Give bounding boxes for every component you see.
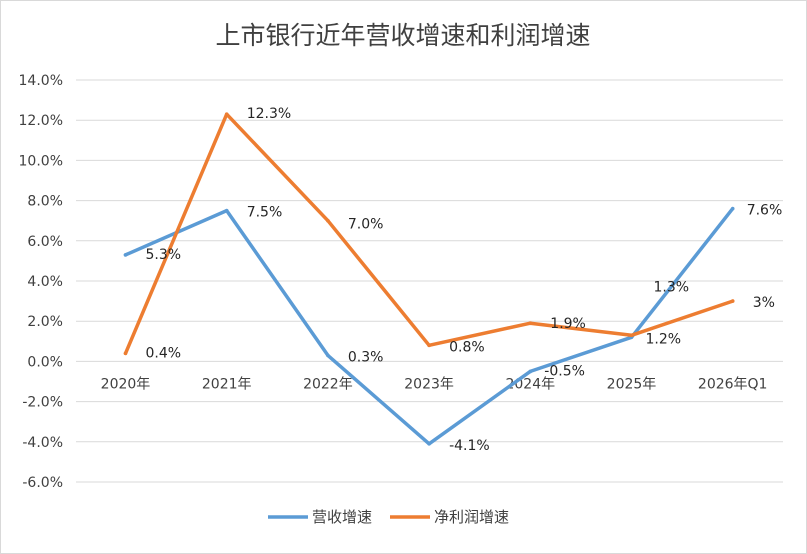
y-tick-label: -2.0% bbox=[22, 395, 63, 411]
data-point bbox=[224, 112, 229, 116]
data-label: 0.3% bbox=[348, 349, 384, 365]
data-label: 1.2% bbox=[646, 331, 682, 347]
y-tick-label: -6.0% bbox=[22, 475, 63, 491]
data-label: 1.9% bbox=[550, 316, 586, 332]
legend: 营收增速 净利润增速 bbox=[268, 508, 509, 526]
data-point bbox=[427, 442, 431, 446]
gridlines bbox=[76, 79, 783, 483]
data-point bbox=[123, 253, 128, 257]
data-label: 7.6% bbox=[747, 203, 783, 219]
y-tick-label: -4.0% bbox=[22, 435, 63, 451]
data-label: 0.4% bbox=[146, 345, 182, 361]
data-point bbox=[730, 206, 735, 211]
data-label: 12.3% bbox=[247, 106, 291, 122]
data-point bbox=[629, 333, 634, 338]
data-point bbox=[224, 208, 229, 213]
data-label: 0.8% bbox=[449, 339, 485, 355]
y-tick-label: 0.0% bbox=[27, 354, 63, 370]
data-point bbox=[528, 321, 533, 326]
x-tick-label: 2025年 bbox=[607, 376, 657, 392]
y-tick-label: 10.0% bbox=[19, 153, 63, 169]
y-tick-label: 14.0% bbox=[19, 73, 63, 89]
y-tick-label: 8.0% bbox=[27, 194, 63, 210]
data-point bbox=[730, 299, 735, 303]
x-tick-label: 2020年 bbox=[101, 376, 151, 392]
data-label: 5.3% bbox=[146, 247, 182, 263]
data-point bbox=[326, 218, 330, 223]
x-tick-label: 2021年 bbox=[202, 376, 252, 392]
y-tick-label: 2.0% bbox=[27, 314, 63, 330]
data-point bbox=[528, 369, 533, 374]
data-label: 7.5% bbox=[247, 205, 283, 221]
x-tick-label: 2023年 bbox=[404, 376, 454, 392]
legend-label: 净利润增速 bbox=[434, 508, 509, 526]
series-lines bbox=[123, 112, 735, 446]
x-tick-label: 2022年 bbox=[303, 376, 353, 392]
data-point bbox=[326, 353, 330, 358]
data-point bbox=[123, 351, 128, 356]
data-label: 3% bbox=[753, 295, 775, 311]
data-point bbox=[427, 343, 431, 348]
data-labels: 5.3% 7.5% 0.3% -4.1% -0.5% 1.2% 7.6% 0.4% 12.3% 7… bbox=[146, 106, 783, 454]
legend-label: 营收增速 bbox=[312, 508, 372, 526]
y-tick-label: 12.0% bbox=[19, 113, 63, 129]
x-tick-label: 2026年Q1 bbox=[698, 376, 768, 392]
y-tick-label: 4.0% bbox=[27, 274, 63, 290]
data-label: -4.1% bbox=[449, 438, 490, 454]
data-label: 7.0% bbox=[348, 217, 384, 233]
y-axis-tick-labels: 14.0% 12.0% 10.0% 8.0% 6.0% 4.0% 2.0% 0.0% -2.0%… bbox=[19, 73, 63, 491]
chart-title: 上市银行近年营收增速和利润增速 bbox=[215, 21, 590, 50]
data-label: 1.3% bbox=[654, 279, 690, 295]
y-tick-label: 6.0% bbox=[27, 234, 63, 250]
data-label: -0.5% bbox=[544, 363, 585, 379]
